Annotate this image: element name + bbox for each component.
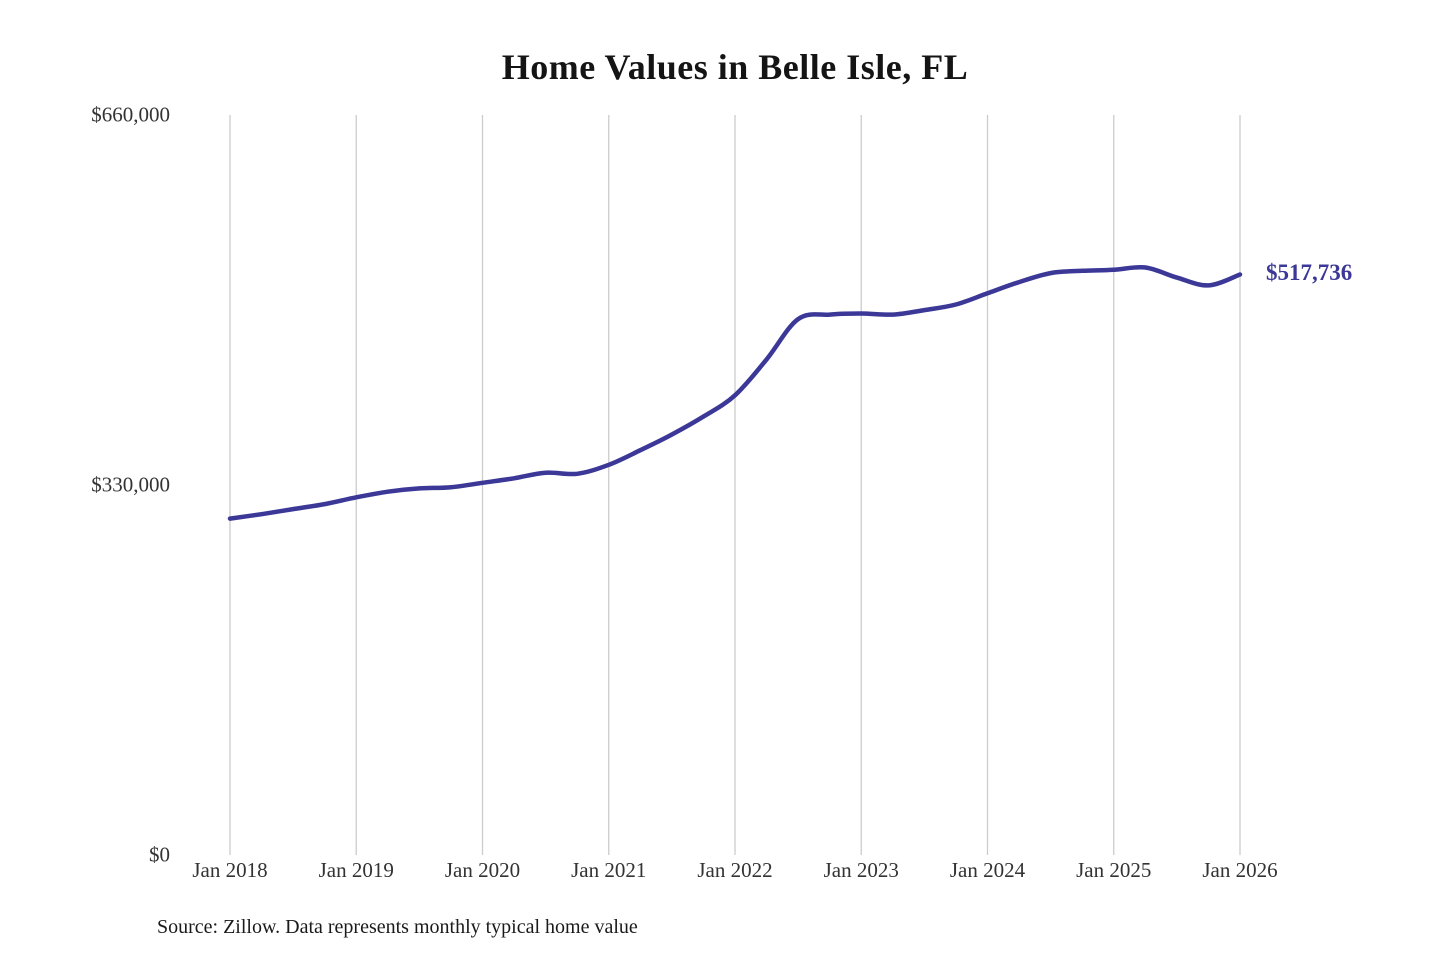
y-tick-label: $0 bbox=[149, 842, 170, 867]
x-tick-label: Jan 2023 bbox=[823, 858, 899, 882]
x-tick-label: Jan 2025 bbox=[1076, 858, 1152, 882]
chart-title: Home Values in Belle Isle, FL bbox=[501, 47, 969, 87]
x-tick-label: Jan 2019 bbox=[318, 858, 394, 882]
x-tick-label: Jan 2024 bbox=[949, 858, 1026, 882]
source-note: Source: Zillow. Data represents monthly … bbox=[157, 916, 638, 938]
y-tick-label: $330,000 bbox=[91, 472, 170, 497]
y-tick-label: $660,000 bbox=[91, 102, 170, 127]
x-tick-label: Jan 2026 bbox=[1202, 858, 1278, 882]
x-tick-label: Jan 2021 bbox=[571, 858, 647, 882]
latest-value-label: $517,736 bbox=[1266, 259, 1353, 285]
x-tick-label: Jan 2018 bbox=[192, 858, 268, 882]
x-tick-label: Jan 2022 bbox=[697, 858, 773, 882]
home-value-line bbox=[227, 264, 1243, 521]
x-tick-label: Jan 2020 bbox=[444, 858, 521, 882]
